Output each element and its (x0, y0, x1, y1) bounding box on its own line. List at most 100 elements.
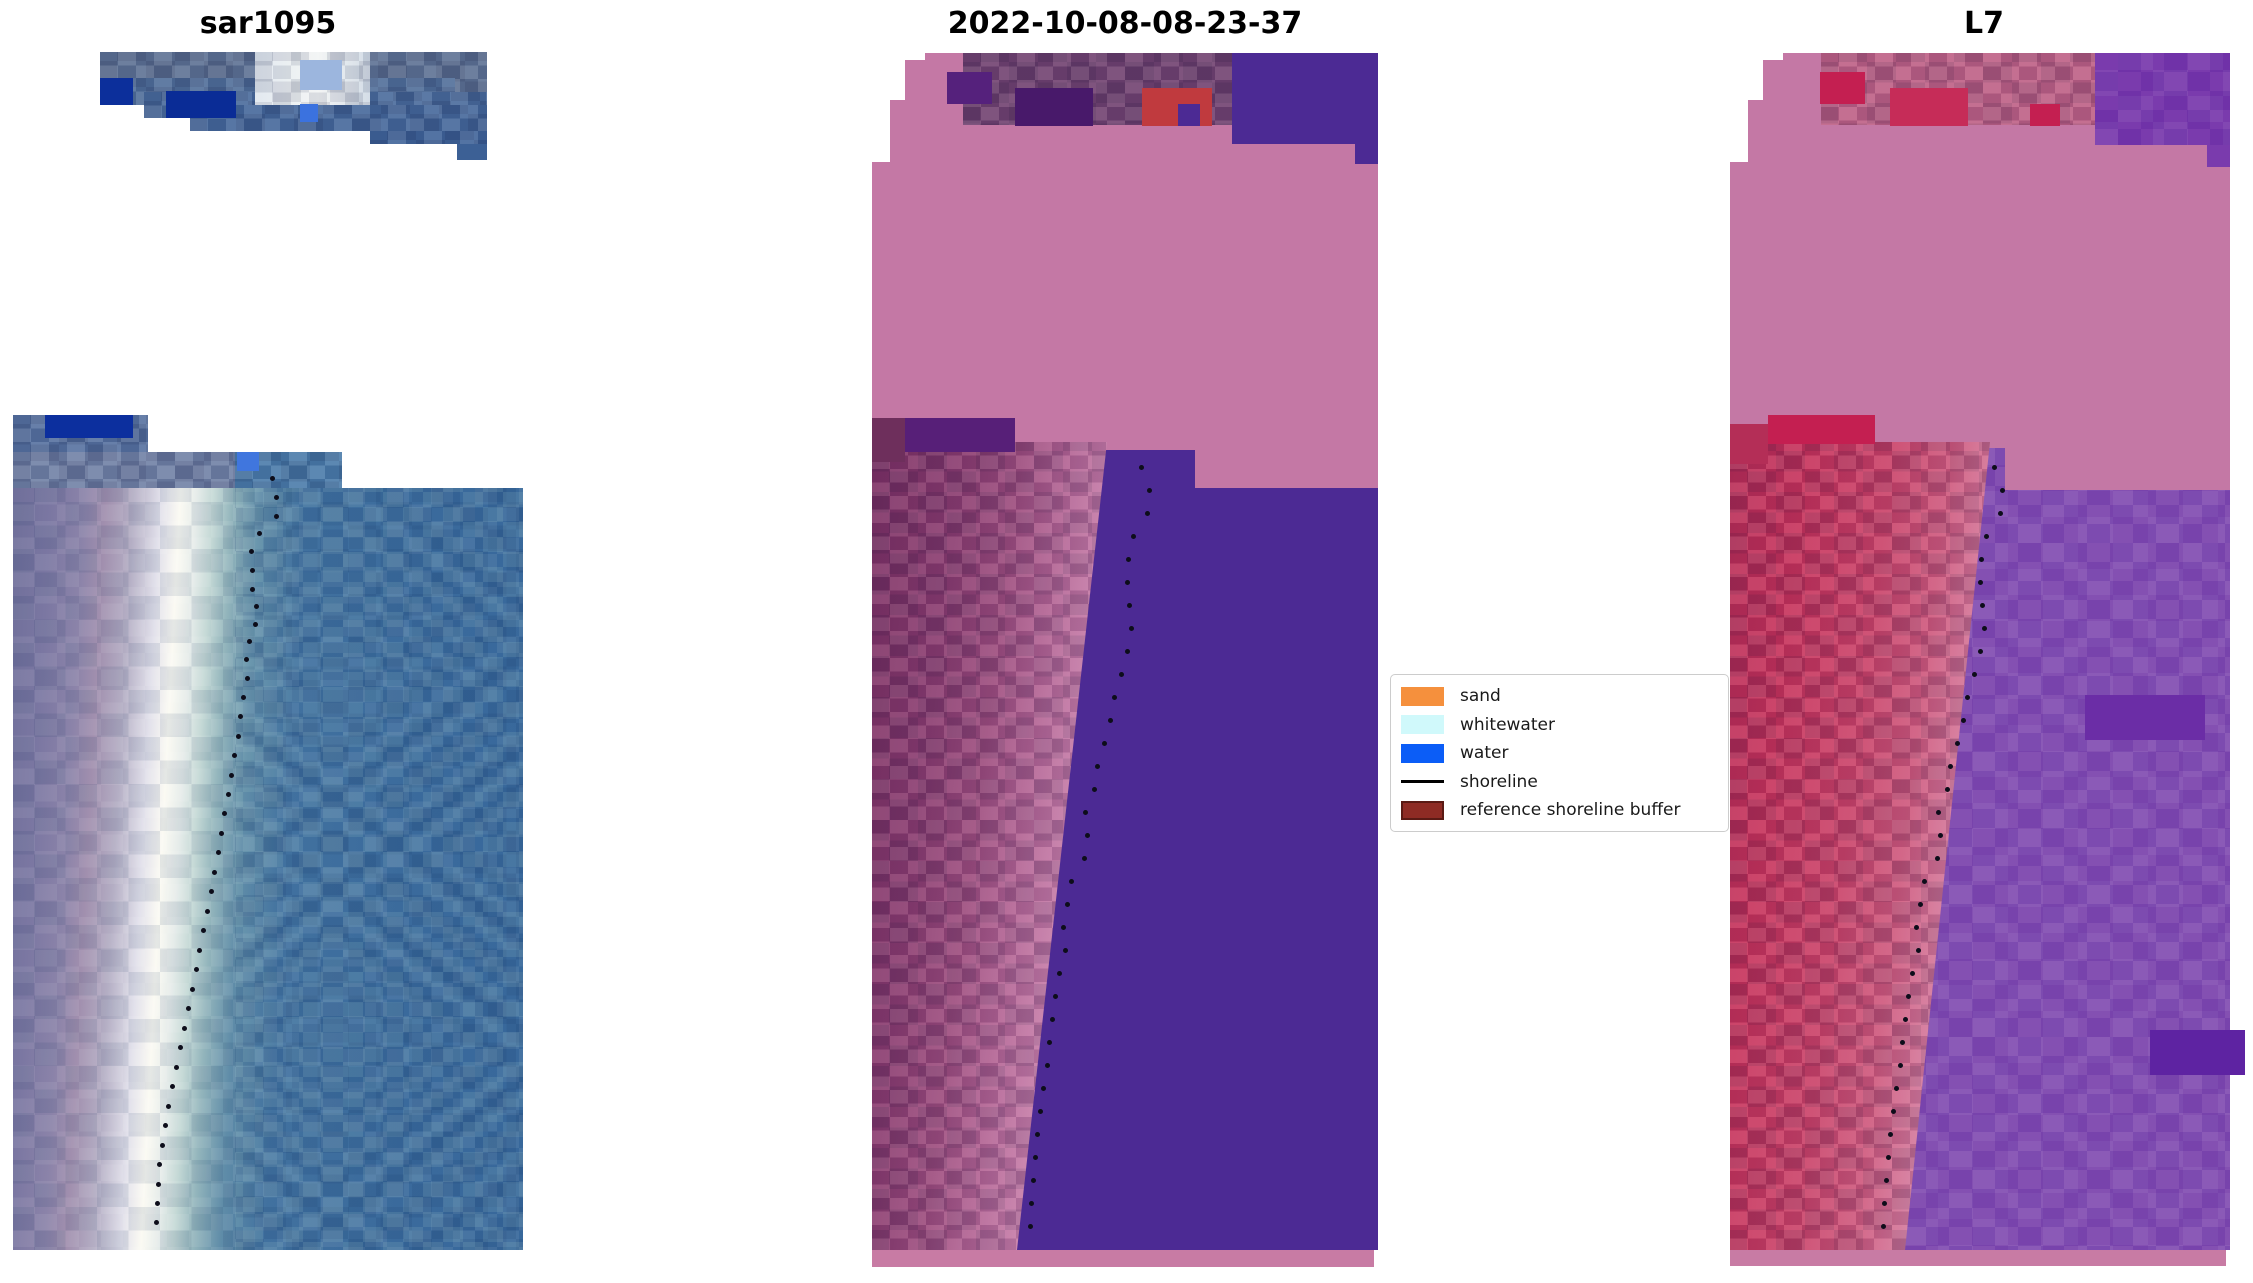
sar1095-sar-top-navy-patch-1 (100, 78, 133, 105)
sar1095-shoreline-dot (270, 476, 275, 481)
scene-2022-10-08-shoreline-dot (1035, 1132, 1040, 1137)
shoreline-line-swatch-icon (1401, 780, 1444, 783)
scene-2022-10-08-shoreline-dot (1057, 971, 1062, 976)
sar1095-shoreline-dot (226, 792, 231, 797)
scene-2022-10-08-shoreline-dot (1045, 1063, 1050, 1068)
legend-item-shoreline: shoreline (1401, 768, 1718, 796)
scene-2022-10-08-shoreline-dot (1139, 465, 1144, 470)
sar1095-sar-top-lightblue-patch (300, 60, 342, 90)
L7-shoreline-dot (1955, 741, 1960, 746)
sar1095-shoreline-dot (229, 773, 234, 778)
L7-crimson-accent-1 (1768, 415, 1875, 444)
legend-item-sand: sand (1401, 682, 1718, 710)
scene-2022-10-08-shoreline-dot (1033, 1155, 1038, 1160)
L7-shoreline-dot (1900, 1040, 1905, 1045)
scene-2022-10-08-shoreline-dot (1038, 1109, 1043, 1114)
scene-2022-10-08-shoreline-dot (1131, 534, 1136, 539)
sar1095-shoreline-dot (194, 967, 199, 972)
L7-shoreline-dot (1965, 695, 1970, 700)
sar1095-shoreline-dot (274, 514, 279, 519)
scene-2022-10-08-water-indigo-topright (1232, 53, 1378, 144)
scene-2022-10-08-shoreline-dot (1083, 810, 1088, 815)
L7-shoreline-dot (1910, 971, 1915, 976)
legend-item-label: sand (1460, 686, 1501, 706)
scene-2022-10-08-shoreline-dot (1147, 488, 1152, 493)
sar1095-shoreline-dot (249, 549, 254, 554)
scene-2022-10-08-shoreline-dot (1050, 1017, 1055, 1022)
scene-2022-10-08-shoreline-dot (1047, 1040, 1052, 1045)
L7-shoreline-dot (1980, 603, 1985, 608)
scene-2022-10-08-shoreline-dot (1125, 580, 1130, 585)
sar1095-sar-top-navy-patch-2 (166, 91, 236, 118)
scene-2022-10-08-buffer-pink-over-water (1195, 450, 1378, 488)
scene-2022-10-08-shoreline-dot (1069, 879, 1074, 884)
scene-2022-10-08-shoreline-dot (1112, 695, 1117, 700)
L7-water-purple-step (2207, 145, 2230, 167)
scene-2022-10-08-shoreline-dot (1095, 764, 1100, 769)
L7-shoreline-dot (1978, 649, 1983, 654)
L7-shoreline-dot (1984, 534, 1989, 539)
scene-2022-10-08-buffer-pink-left-column (872, 162, 890, 455)
L7-shoreline-dot (1935, 856, 1940, 861)
panel-title-sar1095: sar1095 (199, 6, 337, 41)
whitewater-swatch-icon (1401, 715, 1444, 734)
legend-item-label: whitewater (1460, 714, 1555, 735)
sar1095-shoreline-dot (160, 1143, 165, 1148)
L7-shoreline-dot (1888, 1132, 1893, 1137)
sar1095-shoreline-dot (166, 1104, 171, 1109)
L7-buffer-pink-over-water (2005, 448, 2230, 490)
L7-shoreline-dot (1916, 948, 1921, 953)
scene-2022-10-08-top-indigo-square (1178, 104, 1200, 126)
sar1095-sar-top-blue-pixel (300, 104, 318, 122)
sar1095-shoreline-dot (222, 811, 227, 816)
sar1095-shoreline-dot (241, 695, 246, 700)
legend-item-label: water (1460, 743, 1509, 763)
scene-2022-10-08-shoreline-dot (1092, 787, 1097, 792)
scene-2022-10-08-buffer-pink-stair-3 (890, 100, 963, 125)
L7-shoreline-dot (1961, 718, 1966, 723)
L7-shoreline-dot (1938, 833, 1943, 838)
scene-2022-10-08-shoreline-dot (1028, 1224, 1033, 1229)
scene-2022-10-08-buffer-pink-bottom-strip (872, 1250, 1374, 1267)
L7-buffer-pink-bottom-strip (1730, 1250, 2226, 1266)
L7-shoreline-dot (1922, 879, 1927, 884)
scene-2022-10-08-shoreline-dot (1053, 994, 1058, 999)
sar1095-sar-top-strip-row6 (457, 144, 487, 160)
scene-2022-10-08-shoreline-dot (1126, 557, 1131, 562)
sar1095-shoreline-dot (157, 1162, 162, 1167)
water-swatch-icon (1401, 743, 1444, 763)
L7-shoreline-dot (1982, 626, 1987, 631)
sar1095-shoreline-dot (197, 948, 202, 953)
sar1095-shoreline-dot (238, 714, 243, 719)
L7-shoreline-dot (1882, 1201, 1887, 1206)
scene-2022-10-08-shoreline-dot (1145, 511, 1150, 516)
sar1095-sar-main-image (13, 488, 523, 1250)
L7-shoreline-dot (1903, 1017, 1908, 1022)
L7-shoreline-dot (1918, 902, 1923, 907)
scene-2022-10-08-shoreline-dot (1125, 649, 1130, 654)
L7-shoreline-dot (1884, 1178, 1889, 1183)
sar1095-shoreline-dot (190, 987, 195, 992)
sar1095-shoreline-dot (274, 495, 279, 500)
scene-2022-10-08-shoreline-dot (1041, 1086, 1046, 1091)
scene-2022-10-08-shoreline-dot (1102, 741, 1107, 746)
sar1095-shoreline-dot (155, 1201, 160, 1206)
scene-2022-10-08-top-darkpurple-patch-2 (1015, 88, 1093, 126)
sar1095-sar-top-whitewater-patch (255, 52, 370, 105)
legend-item-label: shoreline (1460, 771, 1538, 792)
sar1095-shoreline-dot (212, 870, 217, 875)
panel-title-scene-date: 2022-10-08-08-23-37 (947, 6, 1303, 41)
sar1095-shoreline-dot (174, 1065, 179, 1070)
L7-shoreline-dot (1886, 1155, 1891, 1160)
scene-2022-10-08-shoreline-dot (1061, 925, 1066, 930)
reference-shoreline-buffer-swatch-icon (1401, 800, 1444, 820)
L7-shoreline-dot (1972, 672, 1977, 677)
sar1095-shoreline-dot (253, 622, 258, 627)
L7-shoreline-dot (1945, 787, 1950, 792)
scene-2022-10-08-top-darkpurple-patch-1 (947, 72, 992, 104)
scene-2022-10-08-shoreline-dot (1108, 718, 1113, 723)
sar1095-shoreline-dot (245, 676, 250, 681)
L7-shoreline-dot (1948, 764, 1953, 769)
L7-shoreline-dot (1914, 925, 1919, 930)
legend-item-label: reference shoreline buffer (1460, 800, 1681, 820)
